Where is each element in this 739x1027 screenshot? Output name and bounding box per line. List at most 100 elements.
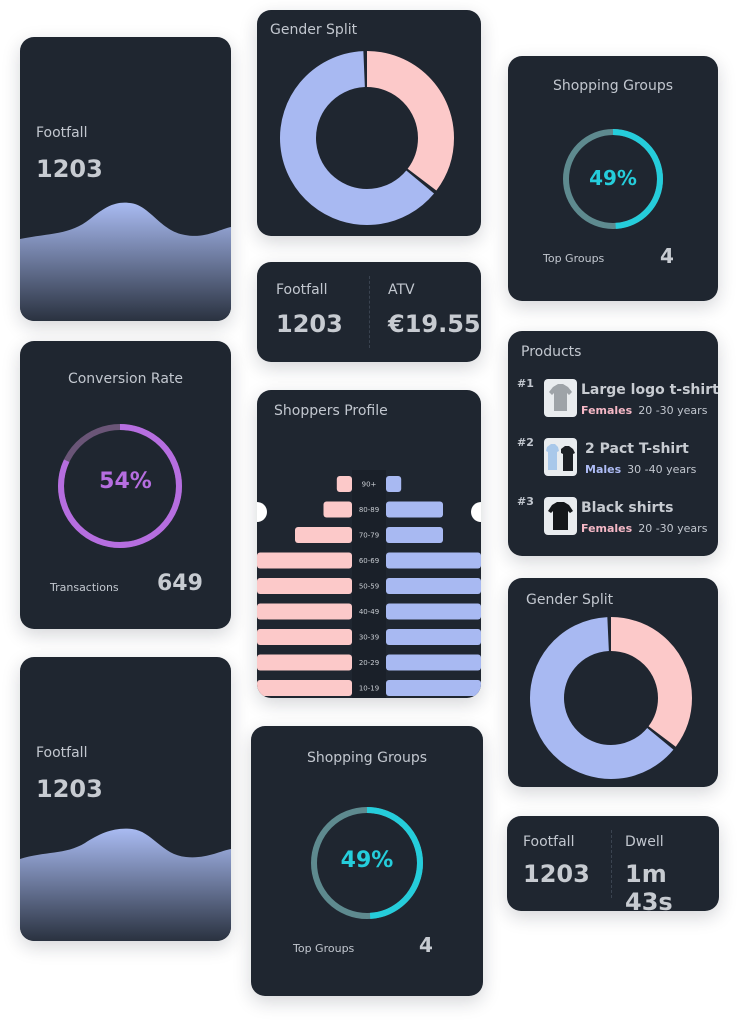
footfall-label-2: Footfall — [36, 745, 88, 761]
shoppers-profile-title: Shoppers Profile — [274, 403, 388, 419]
shopping-groups-percent: 49% — [589, 166, 637, 190]
kpi-card-footfall-atv[interactable]: Footfall 1203 ATV €19.55 — [257, 262, 481, 362]
shopping-groups-card-2[interactable]: Shopping Groups 49% Top Groups 4 — [251, 726, 483, 996]
male-bar — [386, 629, 481, 645]
male-bar — [386, 680, 481, 696]
footfall-card-2[interactable]: Footfall 1203 — [20, 657, 231, 941]
male-bar — [386, 476, 402, 492]
tshirt-pair-icon — [544, 438, 577, 476]
conversion-title: Conversion Rate — [67, 371, 184, 387]
female-bar — [257, 603, 352, 620]
female-bar — [295, 527, 352, 543]
top-groups-label-2: Top Groups — [293, 942, 355, 955]
product-name: Large logo t-shirt — [581, 382, 718, 398]
kpi-atv-label: ATV — [388, 282, 415, 298]
male-bar — [386, 603, 481, 620]
product-meta: Females 20 -30 years — [581, 404, 707, 417]
product-age: 30 -40 years — [627, 463, 697, 476]
age-band-label: 60-69 — [359, 557, 379, 565]
product-rank: #3 — [517, 495, 534, 508]
kpi-footfall-label: Footfall — [276, 282, 328, 298]
footfall-area-chart — [20, 202, 231, 321]
female-bar — [257, 680, 352, 696]
product-name: Black shirts — [581, 500, 674, 516]
top-groups-label: Top Groups — [543, 252, 605, 265]
footfall-value-2: 1203 — [36, 775, 103, 803]
conversion-percent: 54% — [99, 469, 152, 494]
gender-split-card-2[interactable]: Gender Split — [508, 578, 718, 787]
conversion-ring — [58, 424, 182, 548]
female-bar — [257, 578, 352, 594]
transactions-label: Transactions — [50, 581, 119, 594]
kpi-divider — [369, 276, 370, 348]
male-bar — [386, 552, 481, 569]
shopping-groups-title-2: Shopping Groups — [306, 750, 428, 766]
product-item[interactable]: #1 Large logo t-shirt Females 20 -30 year… — [508, 373, 718, 423]
shopping-groups-title: Shopping Groups — [552, 78, 674, 94]
kpi-dwell-value: 1m 43s — [625, 860, 673, 911]
product-gender: Males — [585, 463, 622, 476]
product-item[interactable]: #2 2 Pact T-shirt Males 30 -40 years — [508, 432, 718, 482]
gender-split-card[interactable]: Gender Split — [257, 10, 481, 236]
age-band-label: 80-89 — [359, 506, 379, 514]
gender-donut-2 — [530, 617, 692, 779]
kpi-footfall-label-2: Footfall — [523, 834, 575, 850]
age-band-label: 10-19 — [359, 685, 379, 693]
product-name: 2 Pact T-shirt — [585, 441, 689, 457]
age-band-label: 30-39 — [359, 634, 379, 642]
product-age: 20 -30 years — [638, 404, 708, 417]
products-title: Products — [521, 344, 582, 360]
shopping-groups-percent-2: 49% — [340, 848, 394, 873]
product-gender: Females — [581, 522, 633, 535]
age-band-label: 50-59 — [359, 583, 379, 591]
card-notch-right — [471, 502, 481, 522]
male-bar — [386, 527, 443, 543]
kpi-atv-value: €19.55 — [388, 310, 481, 338]
gender-split-title: Gender Split — [270, 22, 358, 38]
female-bar — [257, 552, 352, 569]
kpi-card-footfall-dwell[interactable]: Footfall 1203 Dwell 1m 43s — [507, 816, 719, 911]
footfall-card[interactable]: Footfall 1203 — [20, 37, 231, 321]
product-meta: Females 20 -30 years — [581, 522, 707, 535]
kpi-divider-2 — [611, 830, 612, 898]
top-groups-value-2: 4 — [419, 933, 433, 957]
products-card[interactable]: Products #1 Large logo t-shirt Females 20… — [508, 331, 718, 556]
footfall-value: 1203 — [36, 155, 103, 183]
shirt-black-icon — [544, 497, 577, 535]
age-band-label: 40-49 — [359, 608, 379, 616]
kpi-footfall-value: 1203 — [276, 310, 343, 338]
age-band-label: 70-79 — [359, 532, 379, 540]
female-bar — [336, 476, 352, 492]
age-axis-strip — [352, 470, 386, 698]
card-notch-left — [257, 502, 267, 522]
product-meta: Males 30 -40 years — [585, 463, 696, 476]
shoppers-pyramid-chart: 90+ 80-89 70-79 60-69 50-59 40-49 30-39 20-29 10… — [257, 470, 481, 698]
product-item[interactable]: #3 Black shirts Females 20 -30 years — [508, 491, 718, 541]
age-band-label: 20-29 — [359, 659, 379, 667]
female-bar — [257, 629, 352, 645]
shopping-groups-card[interactable]: Shopping Groups 49% Top Groups 4 — [508, 56, 718, 301]
shopping-groups-ring — [563, 129, 663, 229]
male-bar — [386, 501, 443, 518]
gender-split-title-2: Gender Split — [526, 592, 614, 608]
shopping-groups-ring-2 — [311, 807, 423, 919]
product-gender: Females — [581, 404, 633, 417]
top-groups-value: 4 — [660, 244, 674, 268]
product-rank: #1 — [517, 377, 534, 390]
female-bar — [257, 654, 352, 671]
male-bar — [386, 578, 481, 594]
product-age: 20 -30 years — [638, 522, 708, 535]
kpi-dwell-label: Dwell — [625, 834, 664, 850]
kpi-footfall-value-2: 1203 — [523, 860, 590, 888]
gender-donut — [280, 51, 454, 225]
conversion-rate-card[interactable]: Conversion Rate 54% Transactions 649 — [20, 341, 231, 629]
footfall-label: Footfall — [36, 125, 88, 141]
product-rank: #2 — [517, 436, 534, 449]
male-bar — [386, 654, 481, 671]
age-band-label: 90+ — [362, 481, 377, 489]
tshirt-grey-icon — [544, 379, 577, 417]
female-bar — [323, 501, 352, 518]
footfall-area-chart-2 — [20, 828, 231, 941]
transactions-value: 649 — [157, 571, 203, 596]
shoppers-profile-card[interactable]: Shoppers Profile 90+ 80-89 70-79 60-69 50-59… — [257, 390, 481, 698]
